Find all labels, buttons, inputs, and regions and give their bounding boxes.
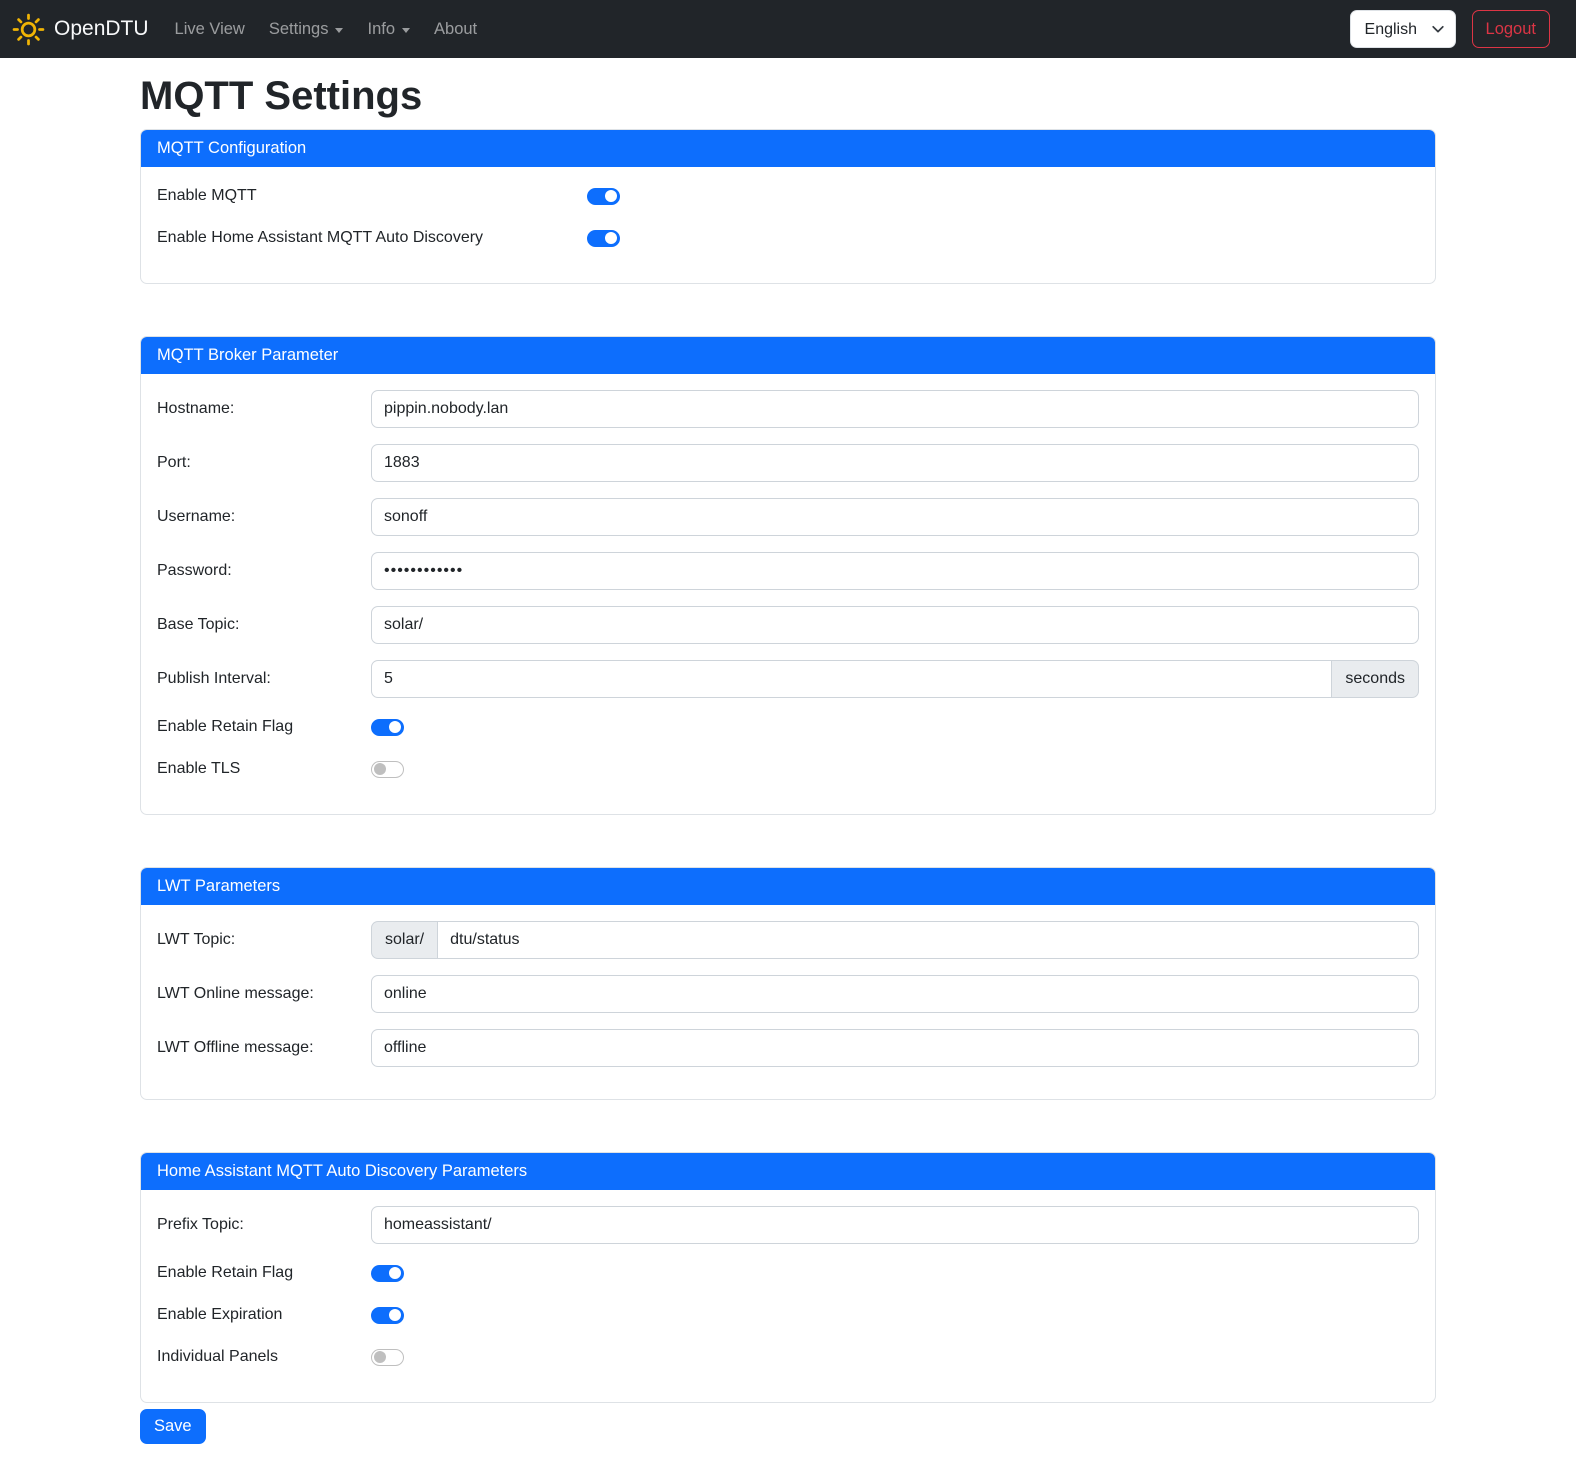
- base-topic-input[interactable]: [371, 606, 1419, 644]
- nav-item-live-view-label: Live View: [174, 19, 245, 38]
- save-button[interactable]: Save: [140, 1409, 206, 1444]
- individual-panels-toggle[interactable]: [371, 1348, 404, 1366]
- enable-expiration-toggle[interactable]: [371, 1306, 404, 1324]
- enable-expiration-label: Enable Expiration: [157, 1306, 283, 1323]
- card-mqtt-configuration: MQTT Configuration Enable MQTT Enable Ho…: [140, 129, 1436, 284]
- hostname-input[interactable]: [371, 390, 1419, 428]
- brand-link[interactable]: OpenDTU: [12, 13, 149, 46]
- lwt-online-label: LWT Online message:: [157, 985, 314, 1002]
- dropdown-caret-icon: [335, 28, 344, 33]
- password-label: Password:: [157, 562, 232, 579]
- password-input[interactable]: [371, 552, 1419, 590]
- card-hass-discovery: Home Assistant MQTT Auto Discovery Param…: [140, 1152, 1436, 1403]
- navbar-right: English Logout: [1349, 10, 1550, 48]
- hass-retain-flag-toggle[interactable]: [371, 1264, 404, 1282]
- username-label: Username:: [157, 508, 236, 525]
- brand-label: OpenDTU: [54, 17, 149, 40]
- publish-interval-label: Publish Interval:: [157, 670, 271, 687]
- card-header-hass-discovery: Home Assistant MQTT Auto Discovery Param…: [141, 1153, 1435, 1190]
- enable-mqtt-toggle[interactable]: [587, 187, 620, 205]
- hass-retain-flag-label: Enable Retain Flag: [157, 1264, 294, 1281]
- username-input[interactable]: [371, 498, 1419, 536]
- publish-interval-unit: seconds: [1332, 660, 1419, 698]
- navbar: OpenDTU Live View Settings Info About En…: [0, 0, 1576, 58]
- language-select[interactable]: English: [1349, 10, 1456, 48]
- nav-links: Live View Settings Info About: [163, 12, 490, 47]
- enable-ha-discovery-toggle[interactable]: [587, 229, 620, 247]
- enable-tls-label: Enable TLS: [157, 760, 241, 777]
- lwt-offline-label: LWT Offline message:: [157, 1039, 314, 1056]
- prefix-topic-label: Prefix Topic:: [157, 1216, 244, 1233]
- publish-interval-input[interactable]: [371, 660, 1333, 698]
- nav-item-live-view[interactable]: Live View: [167, 12, 253, 47]
- lwt-topic-label: LWT Topic:: [157, 931, 236, 948]
- enable-ha-discovery-label: Enable Home Assistant MQTT Auto Discover…: [157, 229, 484, 246]
- card-lwt-parameters: LWT Parameters LWT Topic: solar/ LWT Onl…: [140, 867, 1436, 1100]
- base-topic-label: Base Topic:: [157, 616, 240, 633]
- nav-item-info-label: Info: [367, 19, 396, 38]
- lwt-topic-input[interactable]: [437, 921, 1419, 959]
- port-input[interactable]: [371, 444, 1419, 482]
- nav-item-info[interactable]: Info: [359, 12, 418, 47]
- individual-panels-label: Individual Panels: [157, 1348, 278, 1365]
- nav-item-about-label: About: [434, 19, 478, 38]
- lwt-offline-input[interactable]: [371, 1029, 1419, 1067]
- port-label: Port:: [157, 454, 191, 471]
- card-header-mqtt-configuration: MQTT Configuration: [141, 130, 1435, 167]
- page-title: MQTT Settings: [140, 74, 423, 118]
- lwt-online-input[interactable]: [371, 975, 1419, 1013]
- enable-tls-toggle[interactable]: [371, 760, 404, 778]
- nav-item-settings[interactable]: Settings: [261, 12, 352, 47]
- hostname-label: Hostname:: [157, 400, 235, 417]
- nav-item-about[interactable]: About: [426, 12, 485, 47]
- enable-mqtt-label: Enable MQTT: [157, 187, 257, 204]
- card-header-lwt-parameters: LWT Parameters: [141, 868, 1435, 905]
- nav-item-settings-label: Settings: [268, 19, 329, 38]
- card-mqtt-broker: MQTT Broker Parameter Hostname: Port: Us…: [140, 336, 1436, 815]
- card-header-mqtt-broker: MQTT Broker Parameter: [141, 337, 1435, 374]
- broker-retain-flag-toggle[interactable]: [371, 718, 404, 736]
- broker-retain-flag-label: Enable Retain Flag: [157, 718, 294, 735]
- sun-icon: [12, 13, 45, 46]
- main-container: MQTT Settings MQTT Configuration Enable …: [140, 58, 1436, 1460]
- dropdown-caret-icon: [402, 28, 411, 33]
- prefix-topic-input[interactable]: [371, 1206, 1419, 1244]
- logout-button[interactable]: Logout: [1471, 10, 1550, 48]
- lwt-topic-prefix: solar/: [371, 921, 438, 959]
